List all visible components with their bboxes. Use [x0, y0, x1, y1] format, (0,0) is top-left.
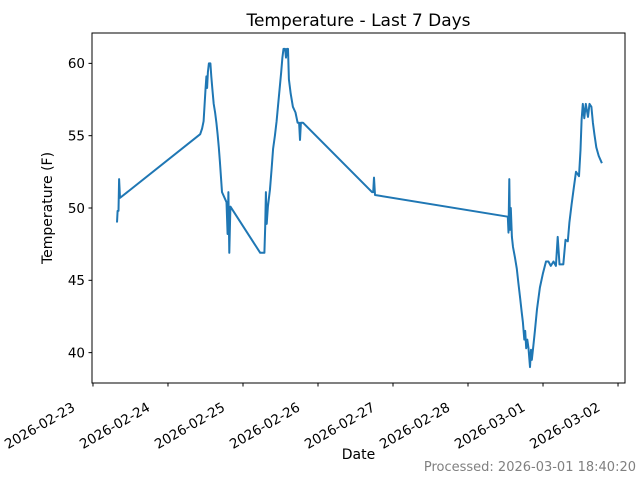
x-axis: 2026-02-23 2026-02-24 2026-02-25 2026-02-26…	[2, 383, 619, 453]
x-tick-label: 2026-02-24	[77, 400, 153, 453]
y-tick-label: 55	[68, 128, 85, 144]
y-tick-label: 60	[68, 56, 85, 72]
processed-timestamp: Processed: 2026-03-01 18:40:20	[424, 460, 636, 475]
y-tick-label: 50	[68, 201, 85, 217]
x-tick-label: 2026-02-27	[302, 400, 378, 453]
y-axis-label: Temperature (F)	[40, 152, 56, 265]
x-tick-label: 2026-02-23	[2, 400, 78, 453]
x-axis-label: Date	[342, 447, 375, 463]
y-tick-label: 40	[68, 345, 85, 361]
x-tick-label: 2026-02-26	[227, 400, 303, 453]
x-tick-label: 2026-03-02	[527, 400, 603, 453]
x-tick-label: 2026-02-25	[152, 400, 228, 453]
y-tick-label: 45	[68, 273, 85, 289]
plot-area	[92, 33, 625, 383]
series-layer	[116, 47, 603, 369]
x-tick-label: 2026-02-28	[377, 400, 453, 453]
chart-title: Temperature - Last 7 Days	[245, 11, 470, 31]
x-tick-label: 2026-03-01	[452, 400, 528, 453]
temperature-line	[116, 47, 603, 369]
y-axis: 40 45 50 55 60	[68, 56, 92, 361]
